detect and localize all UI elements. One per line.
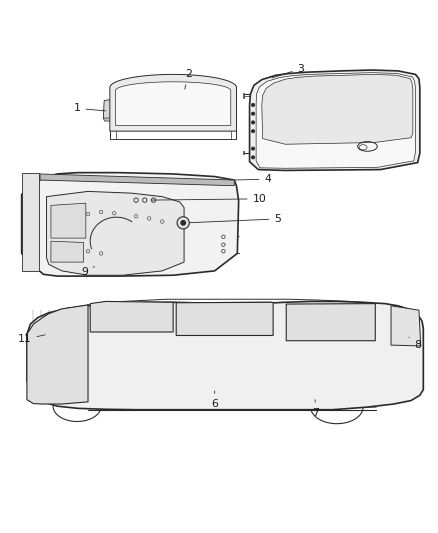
Polygon shape xyxy=(176,302,273,335)
Polygon shape xyxy=(250,70,420,171)
Circle shape xyxy=(181,221,185,225)
Polygon shape xyxy=(103,100,115,120)
Polygon shape xyxy=(46,191,184,275)
Bar xyxy=(243,151,244,154)
Bar xyxy=(243,93,244,98)
Text: 1: 1 xyxy=(74,103,106,114)
Circle shape xyxy=(252,121,254,124)
Polygon shape xyxy=(103,118,115,121)
Text: 4: 4 xyxy=(235,174,271,184)
Polygon shape xyxy=(27,305,88,404)
Text: 11: 11 xyxy=(18,334,45,344)
Polygon shape xyxy=(286,304,375,341)
Polygon shape xyxy=(21,173,239,276)
Circle shape xyxy=(252,103,254,106)
Text: 6: 6 xyxy=(211,391,218,409)
Polygon shape xyxy=(110,75,237,131)
Circle shape xyxy=(252,130,254,133)
Polygon shape xyxy=(116,82,231,125)
Polygon shape xyxy=(51,241,84,262)
Polygon shape xyxy=(40,174,234,185)
Circle shape xyxy=(177,217,189,229)
Text: 2: 2 xyxy=(185,69,192,89)
Polygon shape xyxy=(90,302,173,332)
Polygon shape xyxy=(391,306,421,346)
Circle shape xyxy=(252,112,254,115)
Text: 10: 10 xyxy=(152,194,267,204)
Text: 7: 7 xyxy=(312,400,319,418)
Circle shape xyxy=(252,156,254,159)
Polygon shape xyxy=(21,173,39,271)
Polygon shape xyxy=(27,302,424,410)
Polygon shape xyxy=(262,75,413,144)
Polygon shape xyxy=(51,203,86,238)
Polygon shape xyxy=(256,72,416,168)
Text: 5: 5 xyxy=(189,214,281,224)
Text: 9: 9 xyxy=(81,266,95,277)
Text: 8: 8 xyxy=(409,337,421,350)
Text: 3: 3 xyxy=(272,64,304,78)
Circle shape xyxy=(252,147,254,150)
